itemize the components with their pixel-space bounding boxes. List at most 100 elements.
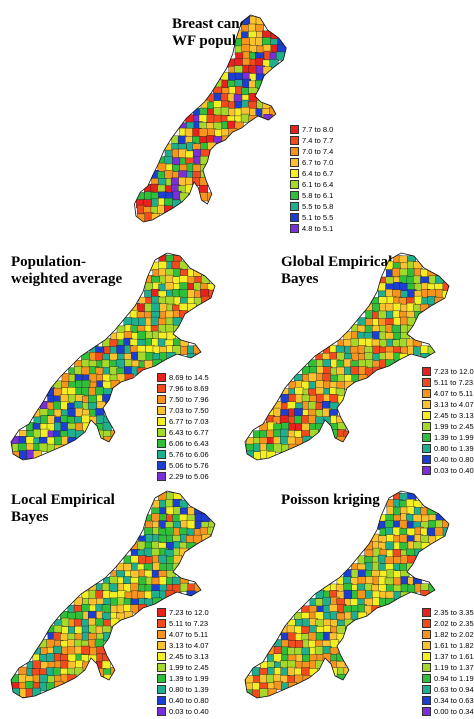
map-legend: 7.23 to 12.0 5.11 to 7.23 4.07 to 5.11 3.13… bbox=[157, 607, 209, 717]
map-region bbox=[350, 366, 360, 376]
legend-item: 4.8 to 5.1 bbox=[290, 223, 333, 234]
map-region bbox=[288, 443, 298, 453]
map-region bbox=[308, 401, 318, 411]
legend-swatch bbox=[157, 619, 166, 628]
legend-item: 5.06 to 5.76 bbox=[157, 460, 209, 471]
map-title: Population- weighted average bbox=[11, 254, 123, 287]
legend-item: 2.29 to 5.06 bbox=[157, 471, 209, 482]
legend-swatch bbox=[157, 450, 166, 459]
map-region bbox=[259, 688, 269, 698]
map-region bbox=[101, 660, 111, 670]
map-region bbox=[385, 541, 395, 551]
choropleth-map bbox=[134, 14, 287, 223]
map-region bbox=[103, 674, 113, 683]
legend-label: 5.76 to 6.06 bbox=[169, 450, 209, 459]
legend-item: 0.94 to 1.19 bbox=[422, 673, 474, 684]
legend-label: 6.77 to 7.03 bbox=[169, 417, 209, 426]
legend-item: 5.5 to 5.8 bbox=[290, 201, 333, 212]
map-region bbox=[315, 660, 324, 670]
legend-label: 7.50 to 7.96 bbox=[169, 395, 209, 404]
map-region bbox=[184, 127, 194, 137]
legend-swatch bbox=[422, 674, 431, 683]
map-region bbox=[152, 597, 162, 607]
legend-item: 0.40 to 0.80 bbox=[157, 695, 209, 706]
map-region bbox=[364, 541, 374, 551]
map-region bbox=[372, 366, 382, 376]
map-region bbox=[357, 589, 366, 599]
map-region bbox=[38, 442, 48, 452]
map-region bbox=[193, 345, 203, 355]
legend-label: 1.99 to 2.45 bbox=[434, 422, 474, 431]
legend-swatch bbox=[422, 433, 431, 442]
legend-label: 6.4 to 6.7 bbox=[302, 169, 334, 178]
map-region bbox=[165, 590, 175, 600]
legend-label: 7.23 to 12.0 bbox=[434, 367, 474, 376]
map-region bbox=[88, 394, 97, 404]
legend-swatch bbox=[157, 373, 166, 382]
legend-item: 1.99 to 2.45 bbox=[422, 421, 474, 432]
legend-item: 7.23 to 12.0 bbox=[157, 607, 209, 618]
legend-swatch bbox=[422, 652, 431, 661]
map-region bbox=[385, 351, 394, 361]
map-title: Local Empirical Bayes bbox=[11, 492, 115, 525]
legend-item: 6.1 to 6.4 bbox=[290, 179, 333, 190]
legend-label: 5.11 to 7.23 bbox=[434, 378, 474, 387]
map-region bbox=[74, 366, 83, 375]
map-region bbox=[179, 337, 189, 347]
legend-swatch bbox=[290, 169, 299, 178]
legend-item: 2.35 to 3.35 bbox=[422, 607, 474, 618]
legend-label: 5.06 to 5.76 bbox=[169, 461, 209, 470]
legend-item: 7.96 to 8.69 bbox=[157, 383, 209, 394]
map-region bbox=[392, 267, 402, 277]
legend-label: 0.40 to 0.80 bbox=[169, 696, 209, 705]
legend-label: 5.1 to 5.5 bbox=[302, 213, 334, 222]
map-region bbox=[194, 582, 203, 592]
legend-swatch bbox=[157, 384, 166, 393]
map-region bbox=[165, 527, 175, 537]
legend-item: 1.19 to 1.37 bbox=[422, 662, 474, 673]
legend-item: 1.82 to 2.02 bbox=[422, 629, 474, 640]
legend-item: 7.23 to 12.0 bbox=[422, 366, 474, 377]
legend-item: 3.13 to 4.07 bbox=[422, 399, 474, 410]
map-region bbox=[308, 372, 318, 382]
map-outline bbox=[244, 490, 450, 699]
legend-label: 7.03 to 7.50 bbox=[169, 406, 209, 415]
legend-swatch bbox=[157, 406, 166, 415]
map-region bbox=[151, 302, 161, 312]
legend-swatch bbox=[422, 444, 431, 453]
legend-label: 2.02 to 2.35 bbox=[434, 619, 474, 628]
map-region bbox=[137, 330, 147, 340]
map-region bbox=[164, 205, 173, 215]
legend-swatch bbox=[422, 378, 431, 387]
legend-swatch bbox=[157, 417, 166, 426]
legend-item: 1.61 to 1.82 bbox=[422, 640, 474, 651]
legend-swatch bbox=[157, 641, 166, 650]
legend-label: 2.45 to 3.13 bbox=[434, 411, 474, 420]
legend-item: 1.99 to 2.45 bbox=[157, 662, 209, 673]
legend-item: 6.7 to 7.0 bbox=[290, 157, 333, 168]
legend-label: 1.39 to 1.99 bbox=[434, 433, 474, 442]
legend-swatch bbox=[290, 158, 299, 167]
map-region bbox=[426, 527, 436, 537]
map-region bbox=[138, 576, 148, 586]
map-region bbox=[220, 106, 230, 116]
legend-label: 1.82 to 2.02 bbox=[434, 630, 474, 639]
map-region bbox=[94, 638, 104, 648]
map-region bbox=[19, 450, 29, 460]
map-region bbox=[75, 430, 84, 440]
map-region bbox=[185, 114, 195, 124]
legend-item: 7.03 to 7.50 bbox=[157, 405, 209, 416]
legend-swatch bbox=[157, 707, 166, 716]
legend-label: 3.13 to 4.07 bbox=[434, 400, 474, 409]
legend-item: 3.13 to 4.07 bbox=[157, 640, 209, 651]
legend-swatch bbox=[422, 455, 431, 464]
legend-item: 7.50 to 7.96 bbox=[157, 394, 209, 405]
legend-label: 1.37 to 1.61 bbox=[434, 652, 474, 661]
legend-swatch bbox=[157, 395, 166, 404]
legend-swatch bbox=[290, 213, 299, 222]
legend-swatch bbox=[157, 674, 166, 683]
map-region bbox=[220, 71, 230, 81]
map-region bbox=[165, 324, 175, 334]
choropleth-map bbox=[244, 252, 450, 461]
legend-label: 4.07 to 5.11 bbox=[434, 389, 474, 398]
